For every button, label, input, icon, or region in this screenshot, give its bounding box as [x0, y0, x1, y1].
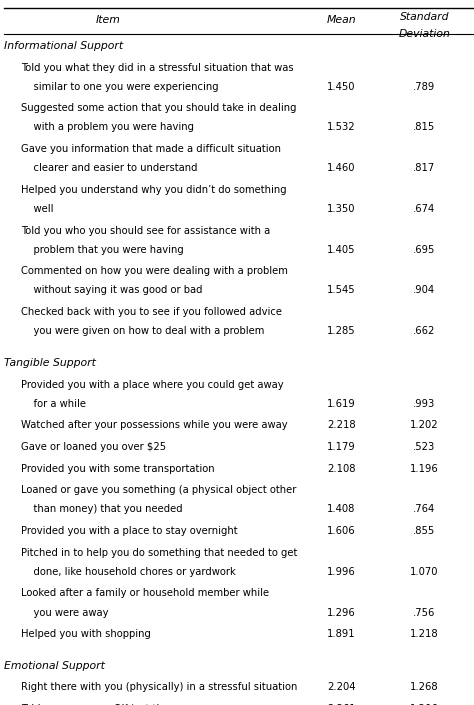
Text: 1.545: 1.545	[327, 286, 356, 295]
Text: .523: .523	[413, 442, 435, 452]
Text: you were given on how to deal with a problem: you were given on how to deal with a pro…	[21, 326, 264, 336]
Text: 1.296: 1.296	[327, 608, 356, 618]
Text: .695: .695	[413, 245, 436, 255]
Text: Gave or loaned you over $25: Gave or loaned you over $25	[21, 442, 166, 452]
Text: Deviation: Deviation	[398, 29, 450, 39]
Text: 1.891: 1.891	[327, 629, 356, 639]
Text: 1.206: 1.206	[410, 704, 438, 705]
Text: 2.361: 2.361	[327, 704, 356, 705]
Text: Told you you were OK just the way you are: Told you you were OK just the way you ar…	[21, 704, 233, 705]
Text: Helped you with shopping: Helped you with shopping	[21, 629, 151, 639]
Text: 1.268: 1.268	[410, 682, 438, 692]
Text: 1.070: 1.070	[410, 567, 438, 577]
Text: 2.108: 2.108	[327, 464, 356, 474]
Text: than money) that you needed: than money) that you needed	[21, 504, 183, 515]
Text: Suggested some action that you should take in dealing: Suggested some action that you should ta…	[21, 104, 297, 114]
Text: .789: .789	[413, 82, 435, 92]
Text: clearer and easier to understand: clearer and easier to understand	[21, 163, 198, 173]
Text: Watched after your possessions while you were away: Watched after your possessions while you…	[21, 420, 288, 430]
Text: 1.405: 1.405	[327, 245, 356, 255]
Text: 1.285: 1.285	[327, 326, 356, 336]
Text: 1.350: 1.350	[327, 204, 356, 214]
Text: Told you who you should see for assistance with a: Told you who you should see for assistan…	[21, 226, 271, 235]
Text: .904: .904	[413, 286, 435, 295]
Text: similar to one you were experiencing: similar to one you were experiencing	[21, 82, 219, 92]
Text: Commented on how you were dealing with a problem: Commented on how you were dealing with a…	[21, 266, 288, 276]
Text: Item: Item	[96, 16, 120, 25]
Text: 2.204: 2.204	[327, 682, 356, 692]
Text: 1.619: 1.619	[327, 399, 356, 409]
Text: .756: .756	[413, 608, 436, 618]
Text: Informational Support: Informational Support	[4, 41, 123, 51]
Text: for a while: for a while	[21, 399, 86, 409]
Text: 1.460: 1.460	[327, 163, 356, 173]
Text: 1.218: 1.218	[410, 629, 438, 639]
Text: 1.996: 1.996	[327, 567, 356, 577]
Text: 1.450: 1.450	[327, 82, 356, 92]
Text: .855: .855	[413, 526, 435, 536]
Text: well: well	[21, 204, 54, 214]
Text: Provided you with some transportation: Provided you with some transportation	[21, 464, 215, 474]
Text: 1.179: 1.179	[327, 442, 356, 452]
Text: Told you what they did in a stressful situation that was: Told you what they did in a stressful si…	[21, 63, 294, 73]
Text: with a problem you were having: with a problem you were having	[21, 123, 194, 133]
Text: Loaned or gave you something (a physical object other: Loaned or gave you something (a physical…	[21, 485, 297, 495]
Text: .993: .993	[413, 399, 435, 409]
Text: .815: .815	[413, 123, 435, 133]
Text: 1.202: 1.202	[410, 420, 438, 430]
Text: Helped you understand why you didn’t do something: Helped you understand why you didn’t do …	[21, 185, 287, 195]
Text: problem that you were having: problem that you were having	[21, 245, 184, 255]
Text: you were away: you were away	[21, 608, 109, 618]
Text: Provided you with a place to stay overnight: Provided you with a place to stay overni…	[21, 526, 238, 536]
Text: .764: .764	[413, 504, 435, 515]
Text: .674: .674	[413, 204, 435, 214]
Text: Right there with you (physically) in a stressful situation: Right there with you (physically) in a s…	[21, 682, 298, 692]
Text: Looked after a family or household member while: Looked after a family or household membe…	[21, 589, 269, 599]
Text: without saying it was good or bad: without saying it was good or bad	[21, 286, 203, 295]
Text: 2.218: 2.218	[327, 420, 356, 430]
Text: 1.408: 1.408	[327, 504, 356, 515]
Text: Tangible Support: Tangible Support	[4, 357, 96, 368]
Text: Standard: Standard	[400, 11, 449, 22]
Text: Mean: Mean	[327, 16, 356, 25]
Text: Emotional Support: Emotional Support	[4, 661, 105, 670]
Text: Pitched in to help you do something that needed to get: Pitched in to help you do something that…	[21, 548, 298, 558]
Text: 1.196: 1.196	[410, 464, 438, 474]
Text: .817: .817	[413, 163, 435, 173]
Text: Checked back with you to see if you followed advice: Checked back with you to see if you foll…	[21, 307, 283, 317]
Text: done, like household chores or yardwork: done, like household chores or yardwork	[21, 567, 236, 577]
Text: 1.532: 1.532	[327, 123, 356, 133]
Text: Provided you with a place where you could get away: Provided you with a place where you coul…	[21, 379, 284, 390]
Text: 1.606: 1.606	[327, 526, 356, 536]
Text: Gave you information that made a difficult situation: Gave you information that made a difficu…	[21, 144, 282, 154]
Text: .662: .662	[413, 326, 436, 336]
